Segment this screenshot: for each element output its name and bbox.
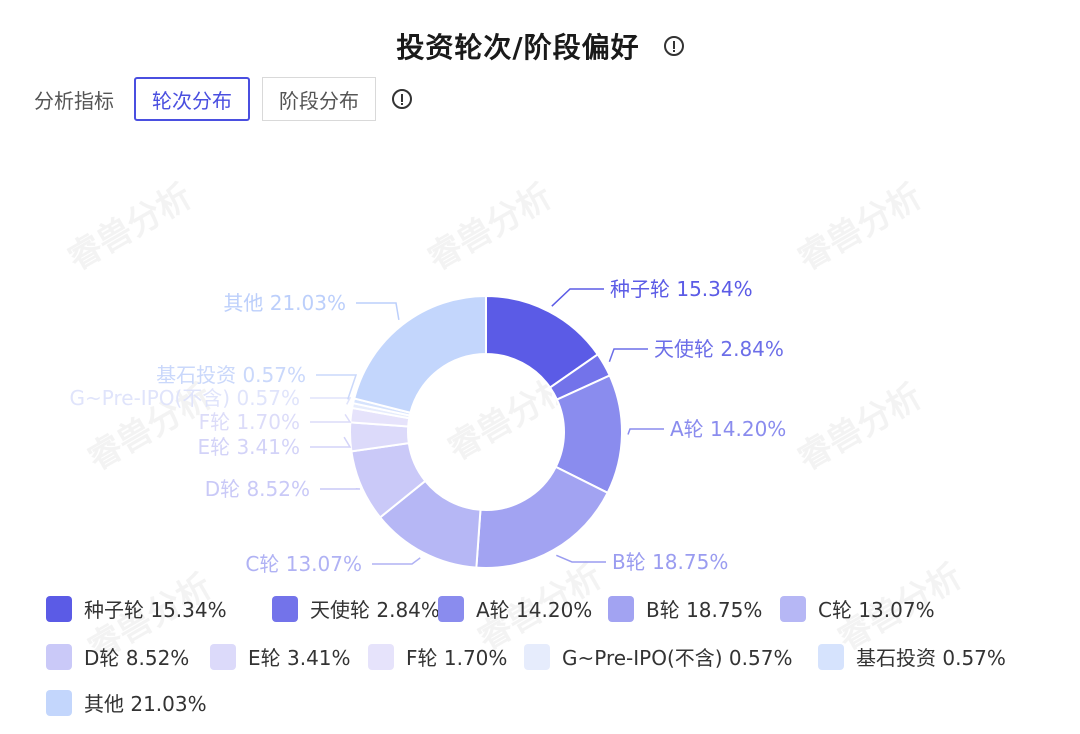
legend-item[interactable]: D轮 8.52% <box>46 642 189 671</box>
legend-label: E轮 3.41% <box>248 646 351 670</box>
legend-swatch <box>524 643 550 670</box>
donut-slice[interactable] <box>475 465 609 569</box>
legend-item[interactable]: 基石投资 0.57% <box>818 642 1006 671</box>
info-icon[interactable] <box>663 36 684 56</box>
tab-round-distribution[interactable]: 轮次分布 <box>134 77 250 121</box>
legend-item[interactable]: F轮 1.70% <box>368 642 507 671</box>
legend-swatch <box>46 643 72 670</box>
legend-swatch <box>608 595 634 622</box>
legend-item[interactable]: 其他 21.03% <box>46 688 207 717</box>
leader-line <box>627 428 664 435</box>
chart-header: 投资轮次/阶段偏好 <box>0 26 1080 66</box>
legend-item[interactable]: C轮 13.07% <box>780 594 935 623</box>
donut-chart: 种子轮 15.34% 天使轮 2.84% A轮 14.20% B轮 18.75% C轮 … <box>70 277 787 576</box>
data-label: 天使轮 2.84% <box>654 337 784 361</box>
leader-line <box>556 554 606 563</box>
legend-label: F轮 1.70% <box>406 646 508 670</box>
legend-swatch <box>438 595 464 622</box>
legend-label: 种子轮 15.34% <box>84 598 227 622</box>
leader-line <box>310 436 352 448</box>
info-icon[interactable] <box>392 89 412 109</box>
legend-item[interactable]: G~Pre-IPO(不含) 0.57% <box>524 642 792 671</box>
data-label: C轮 13.07% <box>245 552 362 576</box>
legend-label: 基石投资 0.57% <box>856 646 1006 670</box>
data-label: B轮 18.75% <box>612 550 728 574</box>
legend-item[interactable]: B轮 18.75% <box>608 594 762 623</box>
legend-swatch <box>210 643 236 670</box>
legend-item[interactable]: A轮 14.20% <box>438 594 592 623</box>
legend-swatch <box>46 595 72 622</box>
leader-line <box>372 557 421 565</box>
leader-line <box>310 413 352 423</box>
metric-controls: 分析指标 轮次分布 阶段分布 <box>34 76 412 122</box>
leader-line <box>316 374 358 400</box>
legend-swatch <box>780 595 806 622</box>
legend-swatch <box>368 643 394 670</box>
page-title: 投资轮次/阶段偏好 <box>396 31 640 64</box>
legend-label: G~Pre-IPO(不含) 0.57% <box>562 646 793 670</box>
legend-swatch <box>46 689 72 716</box>
legend-label: 其他 21.03% <box>84 692 207 716</box>
legend-label: A轮 14.20% <box>476 598 593 622</box>
leader-line <box>551 288 604 307</box>
data-label: 种子轮 15.34% <box>610 277 753 301</box>
legend-label: B轮 18.75% <box>646 598 763 622</box>
data-label: E轮 3.41% <box>197 435 300 459</box>
data-label: G~Pre-IPO(不含) 0.57% <box>70 386 300 410</box>
donut-slice[interactable] <box>352 294 487 414</box>
legend-swatch <box>818 643 844 670</box>
data-label: A轮 14.20% <box>670 417 786 441</box>
data-label: D轮 8.52% <box>205 477 310 501</box>
legend-swatch <box>272 595 298 622</box>
legend-item[interactable]: E轮 3.41% <box>210 642 351 671</box>
legend-label: C轮 13.07% <box>818 598 935 622</box>
data-label: 基石投资 0.57% <box>156 363 306 387</box>
leader-line <box>310 397 352 405</box>
leader-line <box>356 302 400 321</box>
metric-label: 分析指标 <box>34 88 114 113</box>
legend-item[interactable]: 种子轮 15.34% <box>46 594 227 623</box>
leader-line <box>608 348 648 362</box>
legend-label: 天使轮 2.84% <box>310 598 440 622</box>
legend-label: D轮 8.52% <box>84 646 190 670</box>
legend-item[interactable]: 天使轮 2.84% <box>272 594 440 623</box>
tab-stage-distribution[interactable]: 阶段分布 <box>262 77 376 121</box>
data-label: F轮 1.70% <box>199 410 300 434</box>
data-label: 其他 21.03% <box>223 291 346 315</box>
